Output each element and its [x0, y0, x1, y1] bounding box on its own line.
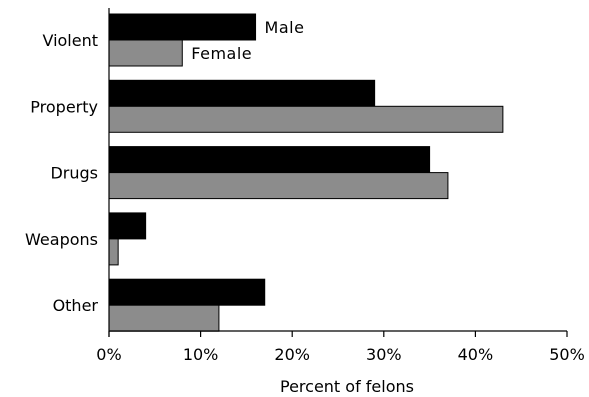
category-label-violent: Violent	[42, 31, 98, 50]
bar-female-property	[108, 105, 504, 133]
bar-male-weapons	[108, 212, 147, 240]
category-label-drugs: Drugs	[50, 164, 98, 183]
series-label-female: Female	[191, 44, 252, 63]
x-tick-label: 40%	[458, 345, 494, 364]
series-label-male: Male	[265, 18, 305, 37]
series-labels-group: Male Female	[191, 18, 304, 63]
bar-male-violent	[108, 13, 257, 41]
x-tick-label: 10%	[183, 345, 219, 364]
category-labels-group: Violent Property Drugs Weapons Other	[25, 31, 98, 315]
category-label-property: Property	[30, 97, 98, 116]
x-tick-label: 20%	[274, 345, 310, 364]
category-label-other: Other	[53, 296, 99, 315]
bar-female-violent	[108, 39, 183, 67]
bar-female-drugs	[108, 172, 449, 200]
bar-male-drugs	[108, 146, 431, 174]
category-label-weapons: Weapons	[25, 230, 98, 249]
x-tick-label: 50%	[549, 345, 585, 364]
bars-group	[108, 13, 504, 332]
bar-male-other	[108, 278, 266, 306]
x-tick-label: 30%	[366, 345, 402, 364]
x-tick-label: 0%	[96, 345, 121, 364]
x-axis-title: Percent of felons	[280, 377, 414, 396]
bar-male-property	[108, 79, 376, 107]
x-ticks-group: 0% 10% 20% 30% 40% 50%	[96, 331, 585, 364]
bar-female-weapons	[108, 238, 119, 266]
bar-female-other	[108, 304, 220, 332]
axes-group	[108, 8, 567, 337]
